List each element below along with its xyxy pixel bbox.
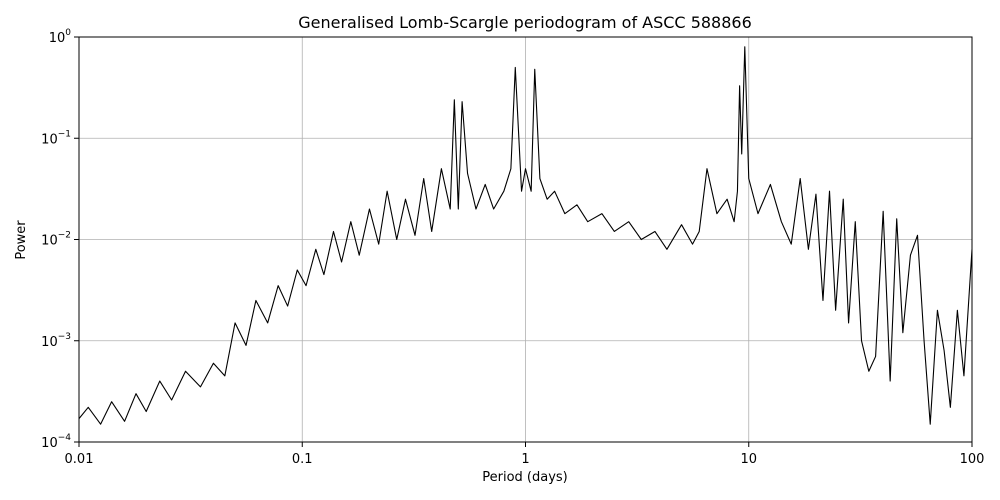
y-tick-label: 10−1	[41, 129, 71, 147]
y-tick-label: 10−3	[41, 332, 71, 350]
y-tick-base: 10	[49, 31, 66, 46]
y-tick-base: 10	[41, 436, 58, 451]
y-tick-label: 10−4	[41, 433, 71, 451]
y-tick-exponent: 0	[65, 28, 71, 38]
chart-title: Generalised Lomb-Scargle periodogram of …	[298, 13, 752, 32]
y-tick-exponent: −3	[58, 332, 71, 342]
y-axis-label: Power	[14, 220, 29, 260]
y-tick-exponent: −2	[58, 231, 71, 241]
x-tick-label: 1	[521, 452, 529, 467]
y-tick-base: 10	[41, 335, 58, 350]
y-tick-base: 10	[41, 234, 58, 249]
y-tick-exponent: −1	[58, 129, 71, 139]
x-tick-label: 10	[740, 452, 757, 467]
x-tick-label: 0.01	[65, 452, 94, 467]
y-tick-label: 10−2	[41, 231, 71, 249]
x-tick-label: 100	[960, 452, 985, 467]
y-tick-base: 10	[41, 132, 58, 147]
x-tick-label: 0.1	[292, 452, 313, 467]
x-axis-label: Period (days)	[482, 470, 568, 485]
plot-area	[79, 46, 972, 425]
y-tick-label: 100	[49, 28, 72, 46]
series-line-0	[79, 46, 972, 425]
y-tick-exponent: −4	[58, 433, 72, 443]
x-axis: 0.01 0.1 1 10 100	[65, 442, 985, 467]
